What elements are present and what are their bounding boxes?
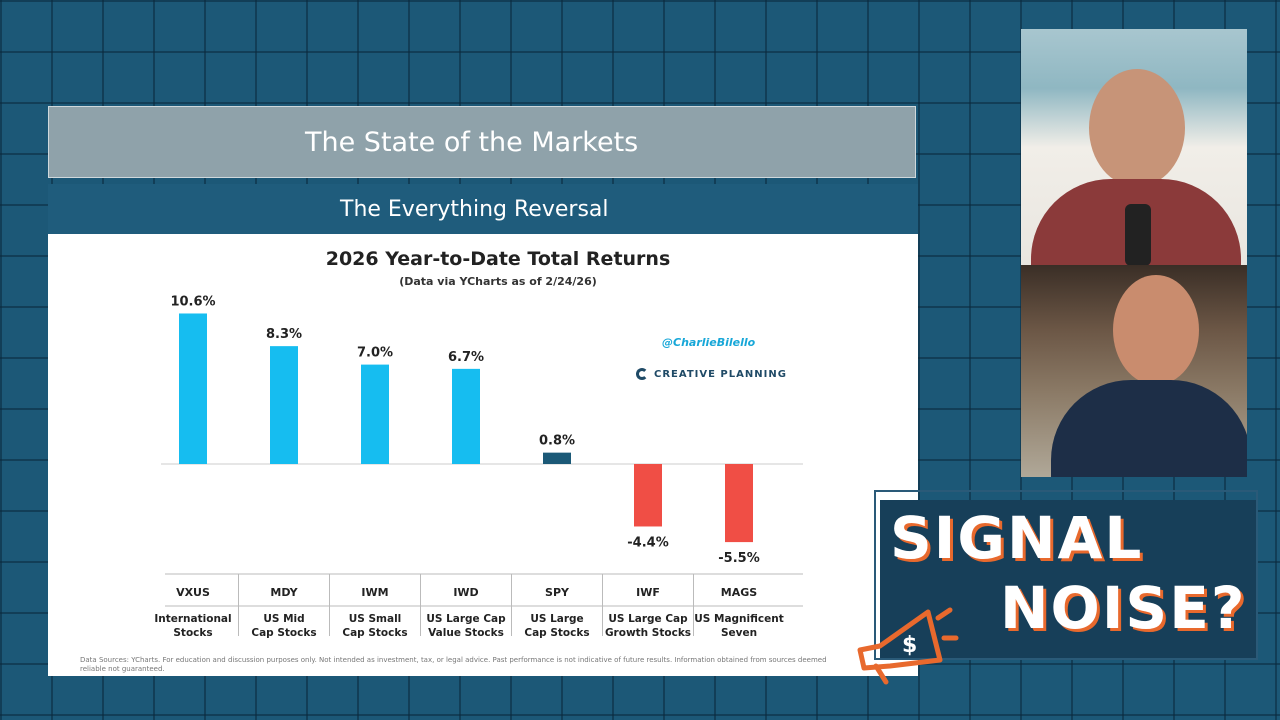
bar-iwm [361,364,389,464]
brand-mark-icon [636,368,648,380]
category-description: Seven [721,627,757,639]
watermark: @CharlieBilello [662,336,756,349]
bar-mdy [270,346,298,464]
bar-chart: 10.6% VXUS International Stocks 8.3% MDY US Mi… [154,294,803,639]
data-label: 10.6% [170,294,215,309]
chart-title: 2026 Year-to-Date Total Returns [325,248,671,270]
data-label: 7.0% [357,346,393,361]
slide-header: The State of the Markets [48,106,916,178]
megaphone-icon: $ [857,607,959,685]
category-description: Cap Stocks [524,627,589,639]
bar-iwf [634,464,662,527]
chart-subtitle: (Data via YCharts as of 2/24/26) [399,275,597,288]
data-label: 6.7% [448,350,484,365]
tick-label: IWM [361,586,388,599]
brand-logo: CREATIVE PLANNING [636,368,787,380]
category-description: US Large Cap [426,613,506,625]
category-description: US Mid [263,613,304,625]
data-label: -4.4% [627,535,668,550]
signal-noise-logo-bg [880,500,1258,660]
data-label: 0.8% [539,434,575,449]
tick-label: VXUS [176,586,210,599]
host-2-body [1051,380,1247,477]
logo-signal: SIGNAL [890,504,1144,572]
signal-noise-logo-frame [874,490,1258,660]
svg-text:$: $ [902,633,917,658]
bar-spy [543,452,571,464]
logo-noise: NOISE? [1000,574,1247,642]
footnote: Data Sources: YCharts. For education and… [80,656,827,673]
category-description: US Large [530,613,583,625]
bar-iwd [452,368,480,464]
webcam-host-2 [1021,265,1247,477]
category-description: US Small [349,613,402,625]
category-description: Value Stocks [428,627,504,639]
category-description: Cap Stocks [251,627,316,639]
category-description: Cap Stocks [342,627,407,639]
category-description: US Magnificent [694,613,784,625]
brand-name: CREATIVE PLANNING [654,368,787,380]
category-description: Growth Stocks [605,627,691,639]
tick-label: IWD [453,586,478,599]
slide-band: The Everything Reversal [48,184,918,234]
tick-label: MDY [270,586,298,599]
tick-label: IWF [636,586,660,599]
band-title: The Everything Reversal [340,196,609,222]
category-description: International [154,613,231,625]
host-1-head [1089,69,1185,187]
category-description: US Large Cap [608,613,688,625]
slide-header-title: The State of the Markets [305,126,639,158]
bar-vxus [179,313,207,464]
category-description: Stocks [173,627,212,639]
data-label: 8.3% [266,327,302,342]
tick-label: SPY [545,586,570,599]
data-label: -5.5% [718,551,759,566]
tick-label: MAGS [721,586,757,599]
microphone-icon [1125,204,1151,266]
bar-mags [725,464,753,543]
chart-slide: The Everything Reversal 2026 Year-to-Dat… [48,184,918,676]
webcam-host-1 [1021,29,1247,266]
host-2-head [1113,275,1199,385]
